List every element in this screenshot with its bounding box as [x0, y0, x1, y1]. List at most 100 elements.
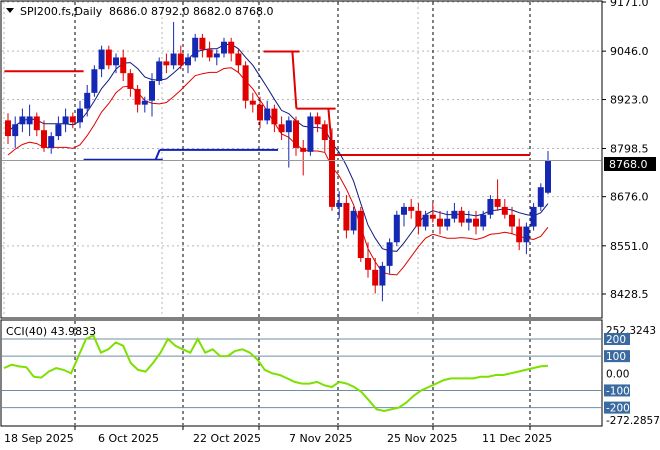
candle-body: [33, 116, 40, 131]
candle-body: [41, 130, 47, 148]
candle-body: [55, 124, 62, 137]
x-tick-label: 7 Nov 2025: [289, 432, 352, 445]
candle-body: [444, 218, 451, 227]
x-tick-label: 18 Sep 2025: [4, 432, 74, 445]
candle-body: [12, 124, 19, 137]
candle-body: [77, 108, 83, 123]
candles: [2, 22, 601, 302]
candle-body: [264, 108, 271, 121]
cci-tick-label: 0.00: [606, 368, 629, 380]
candle-body: [523, 226, 530, 243]
candle-body: [249, 100, 256, 105]
x-tick-label: 25 Nov 2025: [387, 432, 457, 445]
header-triangle-icon: [6, 8, 14, 13]
candle-body: [19, 116, 26, 125]
candle-body: [415, 210, 422, 227]
y-tick-label: 8428.5: [610, 288, 649, 301]
cci-tick-label: 100: [606, 351, 626, 363]
candle-body: [120, 57, 127, 74]
candle-body: [91, 69, 98, 93]
candle-body: [343, 202, 350, 231]
chart-title: SPI200.fs,Daily: [20, 5, 103, 18]
y-axis: 9171.0 9046.0 8923.0 8798.5 8676.0 8551.0 8428…: [602, 0, 649, 301]
x-axis: 18 Sep 2025 6 Oct 2025 22 Oct 2025 7 Nov 20…: [4, 426, 552, 445]
candle-body: [199, 37, 206, 50]
candle-body: [365, 258, 371, 270]
cci-title: CCI(40) 43.9833: [6, 325, 96, 338]
candle-body: [185, 57, 191, 66]
candle-body: [293, 120, 299, 148]
candle-body: [321, 124, 328, 141]
candle-body: [170, 53, 177, 66]
cci-level-tag: [604, 401, 630, 414]
last-price-tag: [604, 157, 656, 171]
candle-body: [235, 53, 242, 66]
red-stop-line: [291, 51, 298, 109]
candle-body: [537, 187, 544, 207]
cci-series: [3, 334, 549, 413]
candle-body: [48, 136, 55, 148]
candle-body: [62, 116, 69, 125]
candle-body: [84, 92, 91, 109]
cci-line: [3, 334, 549, 413]
candle-body: [228, 41, 235, 54]
candle-body: [545, 160, 551, 193]
candle-body: [98, 49, 105, 70]
candle-body: [163, 61, 170, 66]
candle-body: [379, 265, 386, 286]
candle-body: [336, 202, 343, 207]
candle-body: [516, 226, 523, 243]
cci-level-tag: [604, 384, 630, 397]
y-tick-label: 8551.0: [610, 240, 649, 253]
last-price-label: 8768.0: [609, 158, 648, 171]
candle-body: [213, 53, 220, 58]
candle-body: [192, 37, 199, 58]
cci-levels: [2, 338, 601, 409]
cci-tick-label: -272.2857: [606, 415, 660, 427]
ohlc-header: 8686.0 8792.0 8682.0 8768.0: [109, 5, 273, 18]
candle-body: [221, 41, 227, 54]
cci-tick-label: 200: [606, 334, 626, 346]
candle-body: [127, 73, 134, 89]
candle-body: [242, 65, 249, 101]
x-tick-label: 11 Dec 2025: [482, 432, 552, 445]
candle-body: [451, 210, 458, 219]
candle-body: [487, 199, 494, 215]
candle-body: [5, 120, 11, 137]
cci-panel-frame: [0, 319, 603, 427]
candle-body: [465, 218, 472, 223]
candle-body: [473, 218, 479, 227]
candle-body: [408, 206, 415, 211]
candle-body: [437, 218, 443, 227]
candle-body: [300, 147, 307, 152]
candle-body: [307, 116, 314, 152]
blue-stop-line: [154, 149, 161, 161]
candle-body: [501, 206, 508, 215]
candle-body: [26, 116, 33, 125]
candle-body: [141, 100, 148, 105]
candle-body: [113, 57, 119, 66]
candle-body: [149, 81, 155, 101]
candle-body: [350, 210, 357, 231]
candle-body: [177, 53, 184, 66]
y-tick-label: 8676.0: [610, 191, 649, 204]
x-tick-label: 22 Oct 2025: [193, 432, 261, 445]
candle-body: [105, 49, 112, 66]
candle-body: [257, 104, 263, 121]
candle-body: [509, 214, 515, 227]
candle-body: [401, 206, 407, 215]
candle-body: [422, 214, 429, 227]
cci-tick-label: -200: [606, 403, 630, 415]
candle-body: [156, 61, 163, 82]
candle-body: [429, 214, 436, 219]
candle-body: [480, 214, 487, 227]
candle-body: [386, 242, 393, 266]
cci-level-tag: [604, 350, 630, 363]
bands: [7, 43, 549, 276]
y-tick-label: 9046.0: [610, 45, 649, 58]
y-tick-label: 9171.0: [610, 0, 649, 9]
candle-body: [278, 124, 285, 133]
candle-body: [458, 210, 465, 223]
